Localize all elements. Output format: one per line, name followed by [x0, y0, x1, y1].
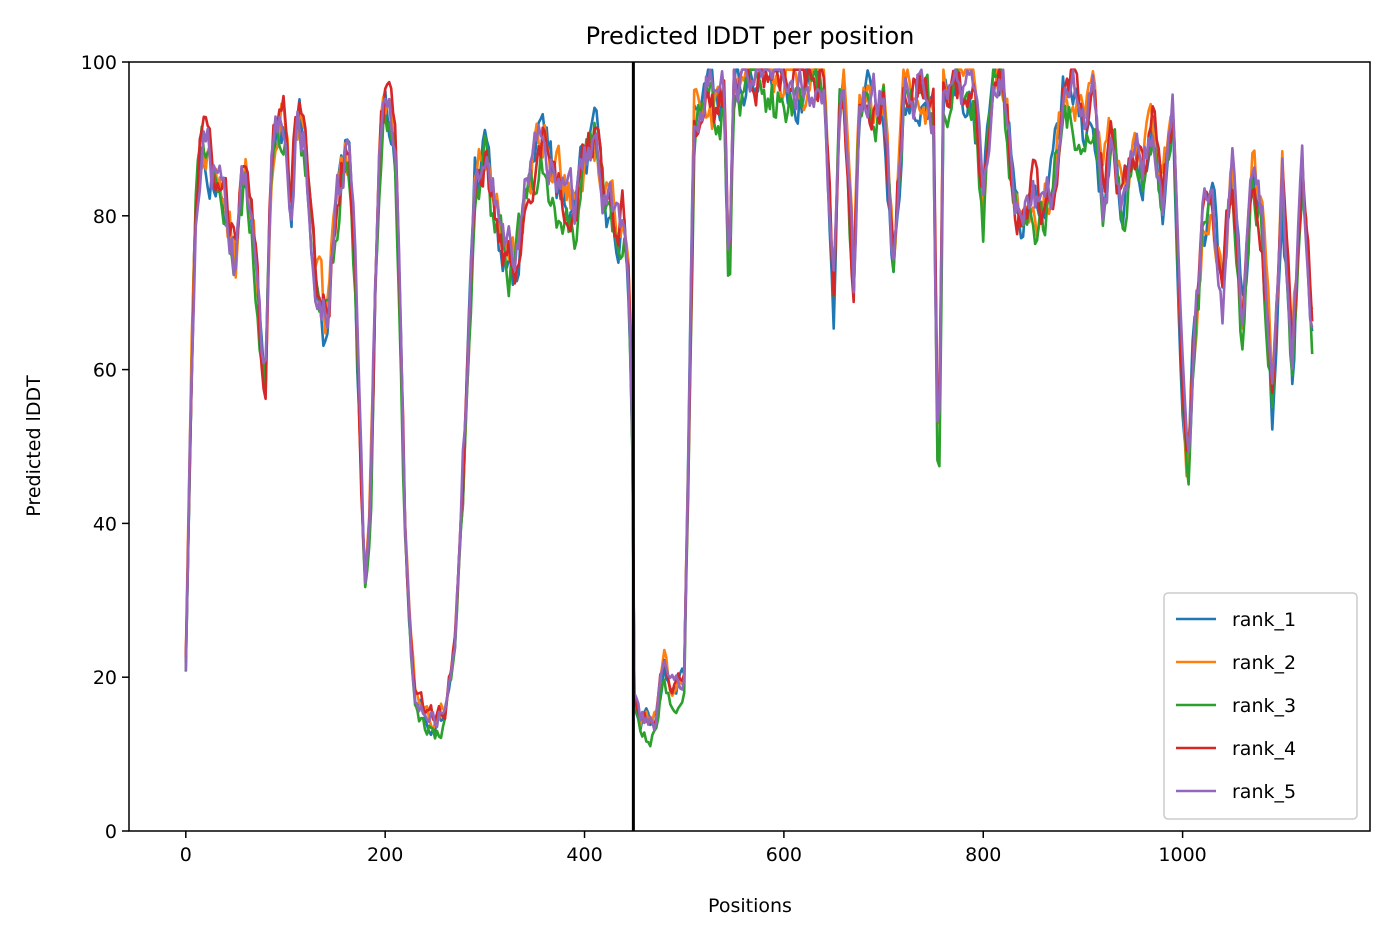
y-tick-label: 40 [93, 513, 117, 535]
x-tick-label: 1000 [1158, 844, 1206, 866]
y-tick-label: 60 [93, 360, 117, 382]
legend-label: rank_2 [1232, 652, 1296, 674]
x-tick-label: 800 [965, 844, 1001, 866]
legend-label: rank_3 [1232, 695, 1296, 717]
series-line-rank_5 [184, 68, 1314, 731]
legend-label: rank_1 [1232, 609, 1296, 631]
y-tick-label: 0 [105, 821, 117, 843]
plot-area-frame [128, 61, 1371, 832]
y-axis-label: Predicted lDDT [23, 375, 45, 517]
legend-box [1163, 592, 1358, 820]
x-tick-label: 600 [766, 844, 802, 866]
y-tick-label: 80 [93, 206, 117, 228]
y-tick-label: 20 [93, 667, 117, 689]
legend-label: rank_4 [1232, 738, 1296, 760]
x-tick-label: 0 [180, 844, 192, 866]
y-axis: 0 20 40 60 80 100 [81, 52, 129, 843]
x-tick-label: 400 [566, 844, 602, 866]
chart-title: Predicted lDDT per position [586, 22, 915, 50]
x-tick-label: 200 [367, 844, 403, 866]
legend-label: rank_5 [1232, 781, 1296, 803]
legend: rank_1 rank_2 rank_3 rank_4 rank_5 [1163, 592, 1358, 820]
series-layer [184, 68, 1314, 748]
x-axis-label: Positions [708, 895, 792, 917]
y-tick-label: 100 [81, 52, 117, 74]
x-axis: 0 200 400 600 800 1000 [180, 831, 1207, 866]
